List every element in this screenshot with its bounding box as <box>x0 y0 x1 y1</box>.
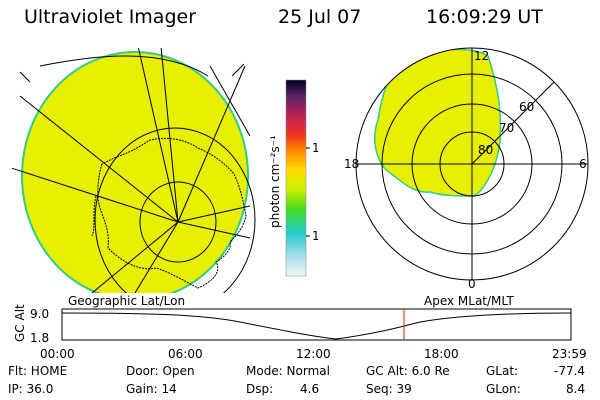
dsp-label: Dsp: <box>246 382 274 396</box>
mlat-80-label: 80 <box>478 143 493 157</box>
ip-status: IP: 36.0 <box>8 382 54 396</box>
mode-status: Mode: Normal <box>246 364 330 378</box>
mlt-18-label: 18 <box>344 157 359 171</box>
polar-grid <box>355 47 589 281</box>
geographic-label: Geographic Lat/Lon <box>68 294 186 308</box>
mlt-0-label: 0 <box>468 277 476 291</box>
time-tick-2359: 23:59 <box>552 347 587 361</box>
door-status: Door: Open <box>126 364 195 378</box>
geographic-image <box>12 48 256 293</box>
auroral-oval <box>373 48 502 197</box>
altitude-tick-max: 9.0 <box>30 307 49 321</box>
app-title: Ultraviolet Imager <box>24 6 197 28</box>
geo-grid <box>12 48 256 293</box>
time-tick-0600: 06:00 <box>168 347 203 361</box>
glat-label: GLat: <box>486 364 519 378</box>
glat-value: -77.4 <box>554 364 586 378</box>
aurora-disk <box>21 51 249 293</box>
time-tick-1800: 18:00 <box>424 347 459 361</box>
apex-label: Apex MLat/MLT <box>424 294 514 308</box>
seq-status: Seq: 39 <box>366 382 412 396</box>
time-tick-1200: 12:00 <box>296 347 331 361</box>
date-label: 25 Jul 07 <box>278 6 362 28</box>
mlat-60-label: 60 <box>519 100 534 114</box>
colorbar: 100 10 photon cm⁻²s⁻¹ <box>268 79 318 277</box>
dsp-value: 4.6 <box>300 382 320 396</box>
coastline <box>97 137 247 289</box>
mlt-6-label: 6 <box>579 157 587 171</box>
gain-status: Gain: 14 <box>126 382 177 396</box>
coastline-detail <box>91 195 97 237</box>
altitude-curve <box>61 312 572 340</box>
altitude-axis-title: GC Alt <box>13 304 27 342</box>
colorbar-tick-10: 10 <box>312 229 318 243</box>
mlat-70-label: 70 <box>499 121 514 135</box>
altitude-frame <box>61 308 572 341</box>
colorbar-unit-label: photon cm⁻²s⁻¹ <box>268 135 282 228</box>
mlt-12-label: 12 <box>474 49 489 63</box>
glon-value: 8.4 <box>566 382 586 396</box>
glon-label: GLon: <box>486 382 521 396</box>
time-label: 16:09:29 UT <box>426 6 543 28</box>
colorbar-gradient <box>285 79 307 277</box>
colorbar-tick-100: 100 <box>312 141 318 155</box>
polar-plot: 12 18 6 0 60 70 80 <box>344 47 589 291</box>
altitude-tick-min: 1.8 <box>30 331 49 345</box>
gc-alt-status: GC Alt: 6.0 Re <box>366 364 450 378</box>
time-tick-0000: 00:00 <box>40 347 75 361</box>
flight-status: Flt: HOME <box>8 364 68 378</box>
altitude-plot: GC Alt 9.0 1.8 00:00 06:00 12:00 18:00 2… <box>13 304 587 361</box>
